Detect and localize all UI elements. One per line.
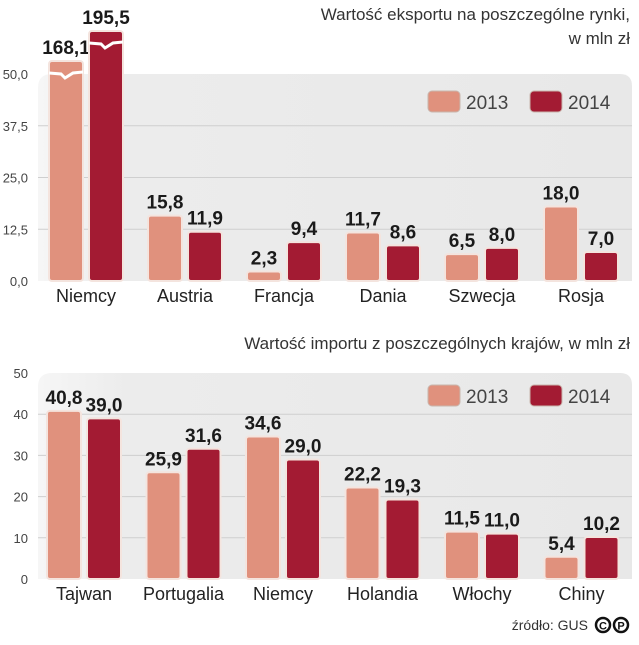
axis-break-mark xyxy=(48,70,84,80)
category-label: Włochy xyxy=(452,584,511,604)
y-tick-label: 37,5 xyxy=(3,119,28,134)
data-label: 25,9 xyxy=(145,449,182,470)
bar-niemcy-2014 xyxy=(88,30,124,282)
chart-subtitle: w mln zł xyxy=(568,29,631,48)
data-label: 2,3 xyxy=(251,248,277,269)
y-tick-label: 50,0 xyxy=(3,67,28,82)
data-label: 18,0 xyxy=(543,183,580,204)
y-tick-label: 0 xyxy=(21,572,28,587)
bar-włochy-2014 xyxy=(484,532,520,580)
bar-dania-2014 xyxy=(385,244,421,282)
legend-swatch-2014 xyxy=(529,384,563,407)
data-label: 11,0 xyxy=(484,511,520,532)
import-chart: Wartość importu z poszczególnych krajów,… xyxy=(14,334,632,604)
source-label: źródło: GUS xyxy=(512,617,588,633)
data-label: 7,0 xyxy=(588,229,614,250)
bar-chiny-2013 xyxy=(543,555,580,581)
chart-title: Wartość eksportu na poszczególne rynki, xyxy=(321,5,630,24)
data-label: 8,0 xyxy=(489,225,515,246)
bar-szwecja-2014 xyxy=(484,246,520,283)
bar-francja-2013 xyxy=(246,270,282,282)
category-label: Dania xyxy=(359,286,407,306)
bar-niemcy-2014 xyxy=(285,458,321,580)
data-label: 168,1 xyxy=(42,38,90,59)
category-label: Szwecja xyxy=(448,286,516,306)
data-label: 19,3 xyxy=(384,476,421,497)
pap-logo: C P xyxy=(594,616,630,634)
legend-label-2013: 2013 xyxy=(466,93,508,114)
bar-chiny-2014 xyxy=(583,535,620,581)
data-label: 29,0 xyxy=(285,437,322,458)
y-tick-label: 0,0 xyxy=(10,274,28,289)
bar-portugalia-2013 xyxy=(145,471,182,580)
data-label: 39,0 xyxy=(86,395,123,416)
svg-text:P: P xyxy=(617,621,624,633)
data-label: 11,7 xyxy=(345,210,381,231)
category-label: Francja xyxy=(254,286,315,306)
y-tick-label: 12,5 xyxy=(3,222,28,237)
data-label: 15,8 xyxy=(147,193,184,214)
data-label: 11,5 xyxy=(444,509,480,530)
y-tick-label: 10 xyxy=(14,531,28,546)
bar-rosja-2013 xyxy=(543,205,579,282)
svg-text:C: C xyxy=(599,621,607,633)
bar-francja-2014 xyxy=(286,241,322,282)
bar-niemcy-2013 xyxy=(245,435,281,580)
category-label: Holandia xyxy=(347,584,419,604)
data-label: 5,4 xyxy=(548,534,575,555)
data-label: 195,5 xyxy=(82,8,130,29)
bar-holandia-2014 xyxy=(384,498,421,581)
bar-tajwan-2013 xyxy=(46,409,82,580)
bar-holandia-2013 xyxy=(344,486,381,581)
data-label: 8,6 xyxy=(390,222,416,243)
bar-dania-2013 xyxy=(345,231,381,282)
axis-break-mark xyxy=(88,40,124,50)
data-label: 9,4 xyxy=(291,219,318,240)
category-label: Niemcy xyxy=(253,584,313,604)
y-tick-label: 20 xyxy=(14,490,28,505)
bar-austria-2014 xyxy=(187,230,223,282)
bar-szwecja-2013 xyxy=(444,253,480,282)
legend-label-2014: 2014 xyxy=(568,387,611,408)
bar-tajwan-2014 xyxy=(86,417,122,580)
y-tick-label: 30 xyxy=(14,448,28,463)
bar-włochy-2013 xyxy=(444,530,480,580)
category-label: Tajwan xyxy=(56,584,112,604)
export-chart: Wartość eksportu na poszczególne rynki, w… xyxy=(3,5,632,306)
data-label: 10,2 xyxy=(583,514,620,535)
chart-title: Wartość importu z poszczególnych krajów,… xyxy=(244,334,630,353)
legend-swatch-2013 xyxy=(427,384,461,407)
bar-portugalia-2014 xyxy=(185,447,222,581)
legend-label-2014: 2014 xyxy=(568,93,611,114)
data-label: 31,6 xyxy=(185,426,222,447)
category-label: Chiny xyxy=(558,584,604,604)
legend-label-2013: 2013 xyxy=(466,387,508,408)
bar-austria-2013 xyxy=(147,214,183,282)
data-label: 11,9 xyxy=(187,209,223,230)
y-tick-label: 25,0 xyxy=(3,171,28,186)
data-label: 22,2 xyxy=(344,465,381,486)
bar-niemcy-2013 xyxy=(48,60,84,282)
y-tick-label: 50 xyxy=(14,366,28,381)
legend-swatch-2014 xyxy=(529,90,563,113)
data-label: 40,8 xyxy=(46,388,83,409)
data-label: 34,6 xyxy=(245,413,282,434)
legend-swatch-2013 xyxy=(427,90,461,113)
category-label: Rosja xyxy=(558,286,605,306)
y-tick-label: 40 xyxy=(14,407,28,422)
category-label: Austria xyxy=(157,286,214,306)
category-label: Niemcy xyxy=(56,286,116,306)
data-label: 6,5 xyxy=(449,231,476,252)
category-label: Portugalia xyxy=(143,584,225,604)
bar-rosja-2014 xyxy=(583,251,619,283)
